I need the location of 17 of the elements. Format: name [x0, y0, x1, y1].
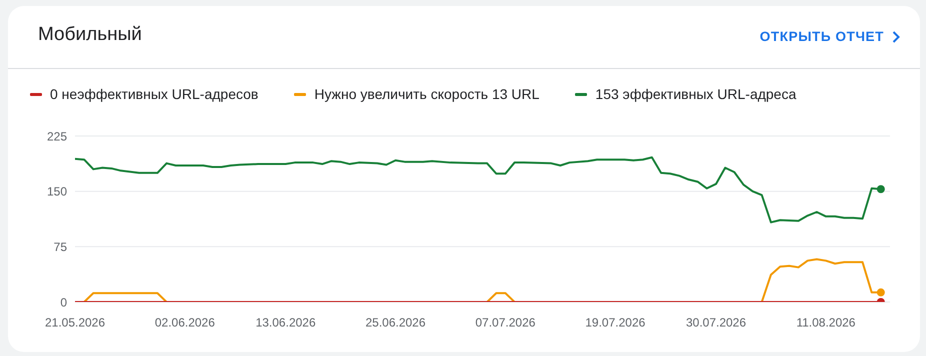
- x-tick-label: 21.05.2026: [44, 316, 106, 330]
- x-tick-label: 25.06.2026: [365, 316, 426, 330]
- legend-label: 153 эффективных URL-адреса: [595, 86, 796, 102]
- y-tick-label: 225: [46, 129, 68, 144]
- x-tick-label: 02.06.2026: [154, 316, 216, 330]
- legend-label: Нужно увеличить скорость 13 URL: [314, 86, 540, 102]
- y-tick-label: 0: [60, 295, 68, 310]
- chart-title: Мобильный: [38, 24, 142, 46]
- x-tick-label: 07.07.2026: [475, 316, 536, 330]
- y-tick-label: 150: [46, 184, 68, 199]
- x-tick-label: 11.08.2026: [796, 316, 856, 330]
- legend-label: 0 неэффективных URL-адресов: [50, 86, 258, 102]
- x-tick-label: 30.07.2026: [686, 316, 746, 330]
- x-tick-label: 19.07.2026: [585, 316, 646, 330]
- x-tick-label: 13.06.2026: [256, 316, 316, 330]
- y-tick-label: 75: [54, 240, 68, 254]
- text: ОТКРЫТЬ ОТЧЕТ: [760, 29, 884, 44]
